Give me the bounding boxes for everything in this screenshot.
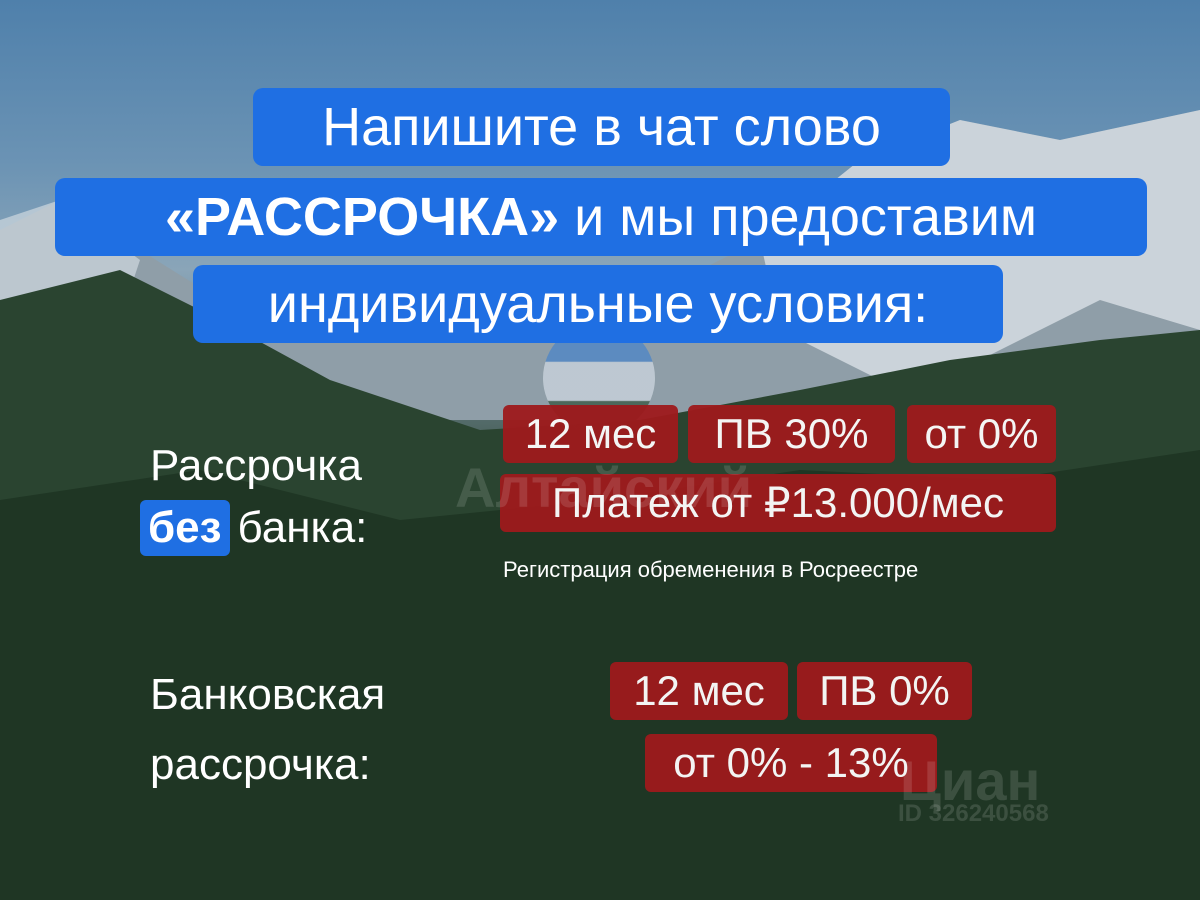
headline-line-3: индивидуальные условия:	[193, 265, 1003, 343]
headline-line-2: «РАССРОЧКА» и мы предоставим	[55, 178, 1147, 256]
chip-down-payment: ПВ 30%	[688, 405, 895, 463]
bank-chip-rate: от 0% - 13%	[645, 734, 937, 792]
cian-id-watermark: ID 326240568	[898, 800, 1049, 827]
chip-rate: от 0%	[907, 405, 1056, 463]
registration-note: Регистрация обременения в Росреестре	[503, 557, 919, 582]
bank-chip-down-payment: ПВ 0%	[797, 662, 972, 720]
no-bank-label-line2: без банка:	[140, 500, 367, 556]
cian-watermark: Циан	[900, 749, 1041, 812]
bank-label-line1: Банковская	[150, 670, 386, 719]
bank-label-line2: рассрочка:	[150, 740, 371, 789]
chip-term: 12 мес	[503, 405, 678, 463]
headline-keyword: «РАССРОЧКА»	[164, 187, 560, 247]
no-bank-label-line1: Рассрочка	[150, 441, 362, 490]
bank-chip-term: 12 мес	[610, 662, 788, 720]
chip-payment: Платеж от ₽13.000/мес	[500, 474, 1056, 532]
brand-watermark: Алтайский	[455, 456, 753, 519]
label-text: банка:	[237, 503, 368, 552]
highlight-badge: без	[140, 500, 230, 556]
headline-line-1: Напишите в чат слово	[253, 88, 950, 166]
